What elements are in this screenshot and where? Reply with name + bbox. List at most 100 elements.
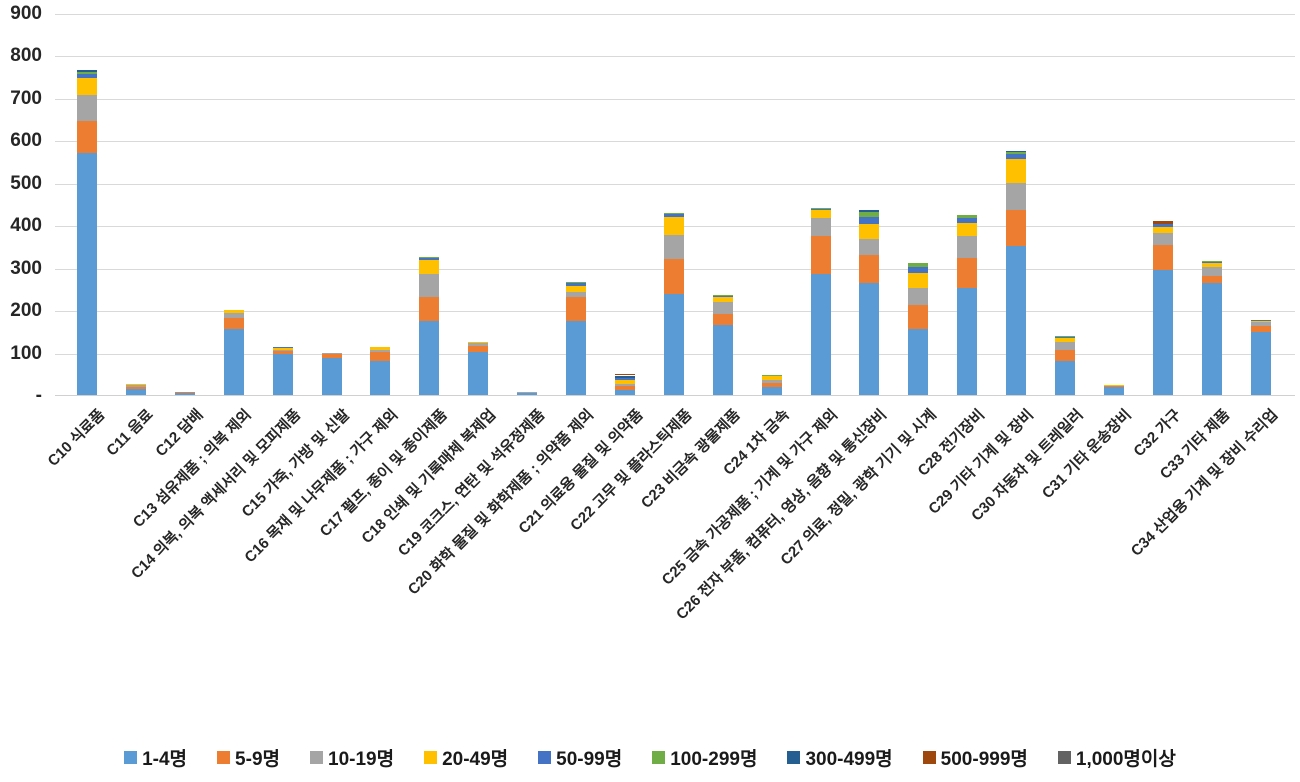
bar-segment	[77, 94, 97, 122]
bar-segment	[810, 218, 831, 237]
bar-segment	[859, 217, 880, 224]
bar-segment	[859, 212, 880, 218]
bar-segment	[1201, 267, 1222, 277]
legend-item: 100-299명	[652, 744, 757, 771]
bar-segment	[761, 383, 782, 387]
bar-segment	[223, 329, 244, 395]
bar-segment	[1006, 151, 1027, 154]
bar-segment	[1250, 320, 1271, 323]
bar-segment	[272, 354, 293, 395]
bar-segment	[370, 349, 391, 353]
bar-segment	[614, 377, 635, 381]
legend-item: 1-4명	[124, 744, 187, 771]
bar-segment	[761, 376, 782, 381]
bar-segment	[321, 353, 342, 358]
bar-segment	[1006, 209, 1027, 247]
bar-segment	[125, 384, 146, 386]
bar-segment	[1250, 322, 1271, 326]
bar-segment	[1006, 183, 1027, 210]
bar-segment	[174, 393, 195, 395]
bar-segment	[174, 392, 195, 394]
bar-segment	[663, 258, 684, 295]
bar-segment	[419, 320, 440, 395]
bar-segment	[566, 283, 586, 286]
bar-segment	[419, 296, 440, 321]
bar-segment	[272, 351, 293, 355]
bar-segment	[321, 352, 342, 354]
bar-segment	[614, 375, 635, 378]
bar-segment	[419, 256, 440, 258]
bar-segment	[1006, 159, 1027, 184]
y-tick-label: 500	[10, 172, 42, 194]
bar-segment	[468, 345, 489, 353]
gridline	[55, 141, 1295, 143]
legend-item: 10-19명	[310, 744, 394, 771]
bar-segment	[957, 287, 978, 395]
legend-swatch	[652, 751, 666, 764]
bar-segment	[223, 313, 244, 319]
bar-segment	[810, 208, 831, 210]
y-tick-label: 800	[10, 45, 42, 67]
bar-segment	[1201, 276, 1222, 283]
bar-segment	[859, 282, 880, 395]
bar-segment	[614, 373, 635, 376]
legend-swatch	[922, 751, 936, 764]
bar-segment	[566, 320, 586, 395]
y-tick-label: -	[35, 385, 42, 406]
bar-segment	[468, 352, 489, 395]
bar-segment	[77, 72, 97, 75]
gridline	[55, 14, 1295, 15]
bar-segment	[566, 291, 586, 297]
legend-label: 300-499명	[805, 749, 893, 770]
bar-segment	[370, 347, 391, 350]
bar-segment	[1152, 233, 1173, 245]
bar-segment	[1201, 282, 1222, 395]
bar-segment	[663, 212, 684, 214]
bar-segment	[1152, 244, 1173, 270]
bar-segment	[663, 235, 684, 259]
bar-segment	[908, 267, 929, 273]
legend-swatch	[217, 751, 231, 764]
bar-segment	[223, 310, 244, 314]
bar-segment	[663, 294, 684, 395]
legend-swatch	[1057, 751, 1071, 764]
bar-segment	[1250, 319, 1271, 321]
bar-segment	[908, 272, 929, 289]
bar-segment	[1201, 261, 1222, 263]
bar-segment	[419, 274, 440, 297]
legend-label: 100-299명	[670, 749, 758, 770]
bar-segment	[957, 235, 978, 259]
bar-segment	[712, 294, 733, 296]
bar-segment	[908, 304, 929, 330]
legend-label: 1-4명	[142, 749, 188, 770]
y-tick-label: 600	[10, 130, 42, 152]
y-tick-label: 900	[10, 3, 42, 24]
bar-segment	[859, 254, 880, 283]
bar-segment	[223, 318, 244, 330]
bar-segment	[77, 77, 97, 95]
bar-segment	[1250, 332, 1271, 395]
x-axis-label: C10 식료품	[44, 406, 109, 470]
bar-segment	[517, 391, 538, 393]
bar-segment	[468, 343, 489, 346]
bar-segment	[1006, 246, 1027, 395]
bar-segment	[908, 288, 929, 305]
bar-segment	[1103, 387, 1124, 395]
bar-segment	[517, 393, 538, 395]
bar-segment	[957, 215, 978, 218]
y-tick-label: 300	[10, 257, 42, 279]
legend-swatch	[787, 751, 801, 764]
bar-segment	[272, 348, 293, 351]
bar-segment	[761, 374, 782, 377]
y-tick-label: 700	[10, 87, 42, 109]
y-tick-label: 100	[10, 342, 42, 364]
bar-segment	[77, 74, 97, 78]
gridline	[55, 98, 1295, 100]
bar-segment	[125, 387, 146, 389]
plot-area	[55, 14, 1295, 396]
bar-segment	[810, 207, 831, 209]
bar-segment	[468, 342, 489, 344]
bar-segment	[1055, 350, 1075, 362]
bar-segment	[712, 324, 733, 395]
